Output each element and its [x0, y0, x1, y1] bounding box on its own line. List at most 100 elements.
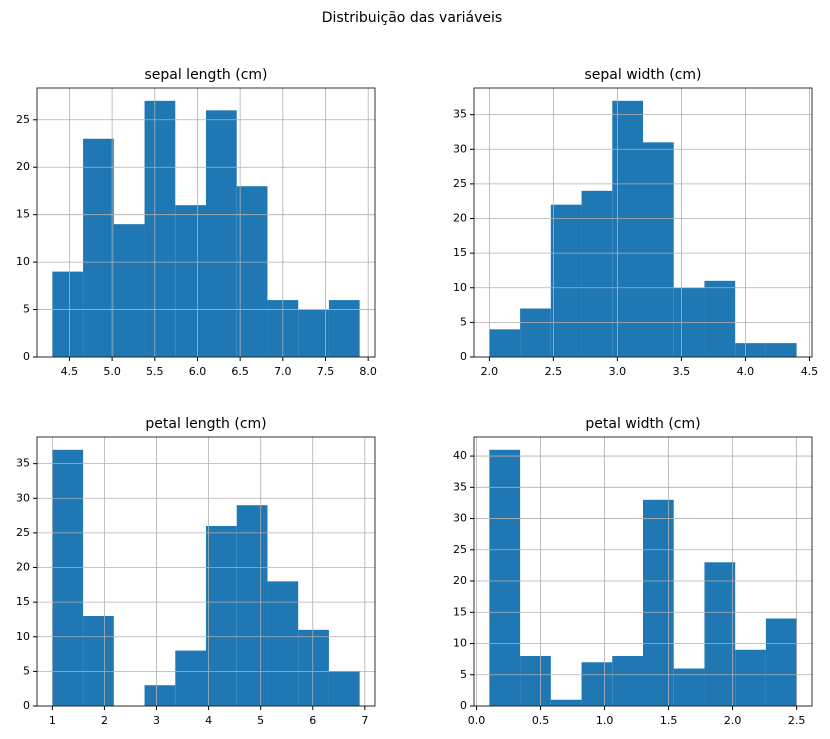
x-tick-label: 3.5: [673, 365, 691, 378]
figure-title: Distribuição das variáveis: [322, 10, 502, 26]
y-tick-label: 25: [453, 177, 467, 190]
subplot-title: sepal width (cm): [584, 67, 701, 83]
y-tick-label: 10: [16, 255, 30, 268]
bar: [52, 449, 84, 706]
y-tick-label: 10: [453, 637, 467, 650]
bar: [520, 656, 551, 706]
subplot: sepal length (cm) 4.5 5.0 5.5 6.0 6.5 7.0 7.5 8.…: [16, 67, 377, 378]
bar: [581, 190, 613, 357]
bar: [144, 100, 176, 358]
x-tick-label: 1.5: [660, 714, 678, 727]
x-tick-label: 4.0: [737, 365, 755, 378]
bar: [520, 308, 551, 357]
y-tick-label: 5: [460, 315, 467, 328]
y-tick-label: 30: [453, 512, 467, 525]
bar: [612, 100, 643, 358]
x-tick-label: 0.0: [468, 714, 486, 727]
x-tick-label: 7.5: [317, 365, 335, 378]
subplot: petal length (cm) 1 2 3 4 5 6 7 0 5 10 15 20 25 30 35: [16, 416, 376, 727]
bar: [175, 650, 206, 706]
bar: [581, 662, 613, 706]
bar: [735, 343, 766, 357]
bar: [267, 581, 299, 706]
y-tick-label: 0: [23, 350, 30, 363]
y-tick-label: 25: [16, 526, 30, 539]
y-tick-label: 15: [453, 605, 467, 618]
y-tick-label: 5: [23, 664, 30, 677]
x-tick-label: 2.0: [481, 365, 499, 378]
y-tick-label: 20: [453, 212, 467, 225]
y-tick-label: 5: [460, 668, 467, 681]
y-tick-label: 20: [16, 160, 30, 173]
x-tick-label: 2: [101, 714, 108, 727]
x-tick-label: 7: [361, 714, 368, 727]
bar: [206, 525, 237, 706]
x-tick-label: 5.0: [103, 365, 121, 378]
y-tick-label: 20: [16, 561, 30, 574]
x-tick-label: 3.0: [609, 365, 627, 378]
x-tick-label: 6.0: [189, 365, 207, 378]
y-tick-label: 15: [453, 246, 467, 259]
x-tick-label: 2.5: [545, 365, 563, 378]
bar: [612, 656, 643, 706]
bar: [52, 271, 84, 357]
bar: [206, 110, 237, 357]
y-tick-label: 20: [453, 574, 467, 587]
bar: [550, 204, 582, 357]
bar: [704, 280, 736, 357]
y-tick-label: 25: [453, 543, 467, 556]
subplot-title: petal length (cm): [145, 416, 266, 432]
bar: [328, 671, 360, 706]
y-tick-label: 35: [453, 108, 467, 121]
x-tick-label: 1: [49, 714, 56, 727]
y-tick-label: 5: [23, 303, 30, 316]
y-tick-label: 10: [453, 281, 467, 294]
bar: [83, 138, 114, 357]
subplot: petal width (cm) 0.0 0.5 1.0 1.5 2.0 2.5 0 5 10 15…: [453, 416, 813, 727]
x-tick-label: 7.0: [274, 365, 292, 378]
x-tick-label: 4.5: [61, 365, 79, 378]
axes-frame: [36, 436, 376, 707]
bar: [704, 562, 736, 706]
x-tick-label: 8.0: [359, 365, 377, 378]
x-tick-label: 5.5: [146, 365, 164, 378]
x-tick-label: 0.5: [532, 714, 550, 727]
bar: [328, 300, 360, 357]
bar: [735, 649, 766, 706]
y-tick-label: 0: [460, 350, 467, 363]
bar: [298, 309, 329, 357]
bar: [489, 329, 521, 357]
x-tick-label: 4: [205, 714, 212, 727]
bar: [765, 343, 797, 357]
bar: [643, 142, 674, 357]
bar: [550, 699, 582, 706]
bar: [765, 618, 797, 706]
x-tick-label: 3: [153, 714, 160, 727]
bar: [236, 186, 268, 357]
bar: [298, 629, 329, 706]
y-tick-label: 30: [16, 491, 30, 504]
y-tick-label: 35: [453, 480, 467, 493]
x-tick-label: 2.5: [788, 714, 806, 727]
x-tick-label: 5: [257, 714, 264, 727]
axes-frame: [473, 436, 813, 707]
x-tick-label: 2.0: [724, 714, 742, 727]
x-tick-label: 4.5: [801, 365, 819, 378]
bar: [489, 449, 521, 706]
subplot-title: sepal length (cm): [144, 67, 267, 83]
y-tick-label: 40: [453, 449, 467, 462]
x-tick-label: 6.5: [231, 365, 249, 378]
bar: [673, 668, 705, 706]
y-tick-label: 35: [16, 457, 30, 470]
y-tick-label: 0: [23, 699, 30, 712]
axes-frame: [473, 87, 813, 358]
bar: [113, 224, 145, 357]
y-tick-label: 0: [460, 699, 467, 712]
subplot: sepal width (cm) 2.0 2.5 3.0 3.5 4.0 4.5 0 5 10 15…: [453, 67, 818, 378]
y-tick-label: 30: [453, 142, 467, 155]
x-tick-label: 6: [309, 714, 316, 727]
y-tick-label: 10: [16, 630, 30, 643]
bar: [175, 205, 206, 357]
bar: [236, 505, 268, 706]
